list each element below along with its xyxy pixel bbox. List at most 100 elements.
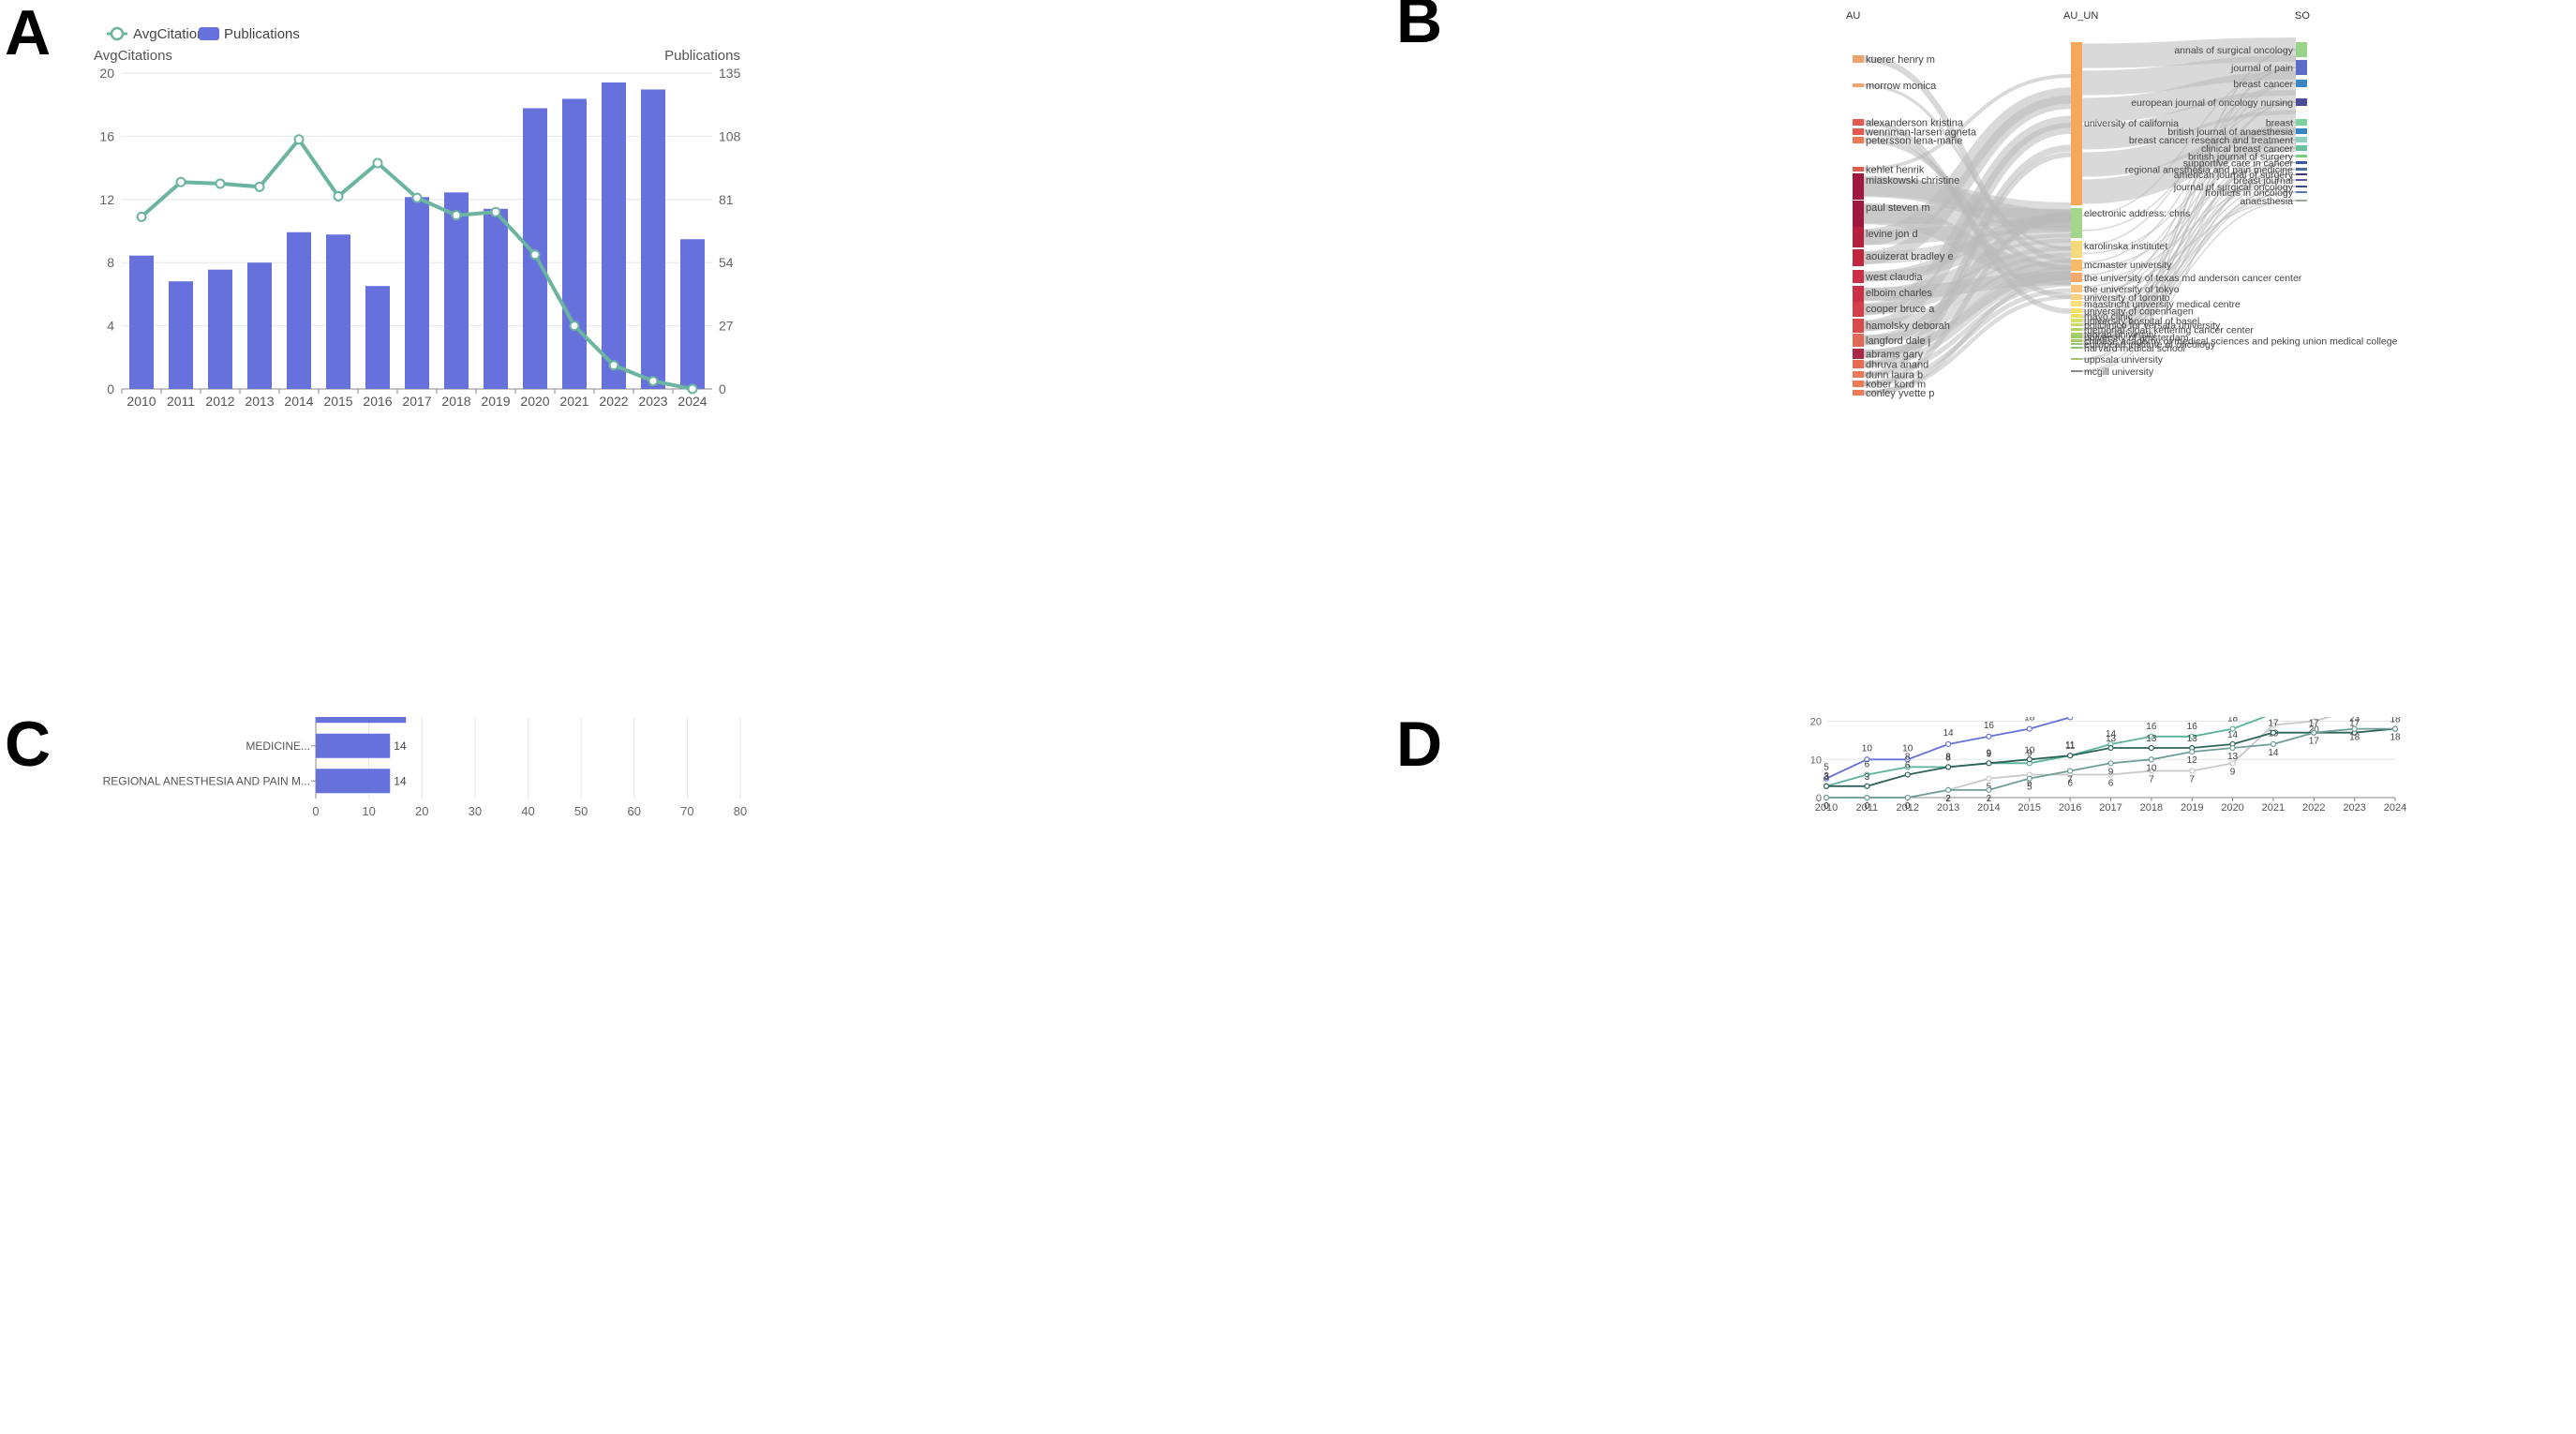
data-label: 3 [1824, 772, 1829, 783]
node-source [2296, 155, 2307, 157]
bar-journal [316, 769, 391, 794]
flow-author-university [1863, 294, 2072, 396]
bar-publications [680, 239, 705, 389]
x-tick-label: 2011 [1856, 802, 1879, 814]
node-author [1853, 201, 1864, 227]
node-source [2296, 200, 2307, 202]
node-label-university: uppsala university [2084, 354, 2164, 366]
flow-author-university [1863, 252, 2072, 331]
data-label: 7 [2149, 774, 2154, 784]
data-label: 10 [2146, 763, 2157, 773]
node-university [2071, 314, 2082, 318]
node-author [1853, 119, 1864, 126]
series-point [1986, 786, 1992, 793]
data-label: 18 [2349, 733, 2360, 743]
node-author [1853, 167, 1864, 172]
bar-journal [316, 717, 407, 724]
node-source [2296, 179, 2307, 181]
node-university [2071, 347, 2082, 349]
node-label-university: electronic address: chris [2084, 208, 2190, 219]
node-university [2071, 308, 2082, 313]
node-label-author: dhruva anand [1866, 360, 1928, 371]
flows-group [1863, 37, 2297, 396]
data-label: 10 [1862, 743, 1873, 754]
x-tick-label: 2013 [245, 394, 274, 409]
node-author [1853, 137, 1864, 143]
node-label-source: breast journal [2233, 175, 2293, 187]
data-label: 13 [2187, 734, 2198, 744]
left-tick-label: 16 [99, 128, 114, 143]
flow-author-university [1863, 123, 2072, 332]
x-tick-label: 2024 [678, 394, 707, 409]
bar-publications [444, 192, 469, 389]
data-label: 13 [2106, 734, 2117, 744]
node-university [2071, 285, 2082, 292]
node-label-author: levine jon d [1866, 229, 1918, 240]
series-point [2311, 718, 2317, 724]
bar-publications [641, 89, 665, 390]
node-source [2296, 168, 2307, 171]
left-tick-label: 20 [99, 66, 114, 81]
node-label-university: harvard medical school [2084, 343, 2185, 354]
node-author [1853, 390, 1864, 396]
bar-publications [129, 255, 154, 389]
panel-d-chart: DANNALS OF SURGICAL ONCOLOGYBREAST CANCE… [1396, 717, 2406, 814]
x-tick-label: 40 [521, 804, 534, 818]
x-tick-label: 2015 [2018, 802, 2041, 814]
bar-value-label: 14 [394, 739, 407, 753]
x-tick-label: 2015 [323, 394, 352, 409]
node-author [1853, 173, 1864, 200]
x-tick-label: 2023 [2343, 802, 2365, 814]
flow-university-source [2081, 101, 2297, 372]
node-university [2071, 358, 2082, 360]
data-label: 6 [2067, 779, 2073, 789]
node-label-university: maastricht university medical centre [2084, 299, 2241, 310]
data-label: 16 [2187, 722, 2198, 732]
data-label: 17 [2309, 737, 2320, 747]
node-label-author: kehlet henrik [1866, 165, 1925, 176]
x-tick-label: 2019 [481, 394, 510, 409]
panel-b-sankey: B AU AU_UN SO kuerer henry m morrow monica ale… [1396, 0, 2398, 399]
data-label: 2 [1945, 794, 1951, 804]
series-point [1944, 740, 1952, 748]
node-label-author: alexanderson kristina [1866, 118, 1964, 129]
node-label-author: miaskowski christine [1866, 175, 1959, 187]
flow-university-source [2081, 161, 2297, 316]
series-point [2107, 771, 2114, 778]
node-source [2296, 145, 2307, 151]
node-label-university: chinese academy of medical sciences and … [2084, 336, 2398, 348]
data-label: 0 [1824, 801, 1829, 812]
node-author [1853, 83, 1864, 87]
data-label: 6 [1865, 760, 1870, 770]
data-label: 18 [2024, 717, 2035, 724]
node-source [2296, 161, 2307, 164]
x-tick-label: 2024 [2384, 802, 2406, 814]
node-label-source: journal of pain [2230, 63, 2293, 74]
x-tick-label: 2012 [205, 394, 234, 409]
node-label-university: mcgill university [2084, 366, 2154, 378]
series-point [2067, 753, 2074, 759]
series-point [2067, 768, 2074, 774]
node-label-author: morrow monica [1866, 81, 1937, 92]
panel-c-chart: C01020304050607080ANNALS OF SURGICAL ONC… [5, 717, 747, 818]
series-point [1944, 786, 1952, 793]
series-point [2148, 744, 2154, 752]
node-label-source: supportive care in cancer [2183, 158, 2294, 170]
flow-university-source [2081, 70, 2297, 123]
legend-label-publications: Publications [224, 26, 300, 42]
x-tick-label: 2016 [363, 394, 392, 409]
node-label-university: karolinska institutet [2084, 241, 2167, 252]
data-label: 0 [1865, 801, 1870, 812]
flow-author-university [1863, 144, 2072, 368]
node-label-author: hamolsky deborah [1866, 321, 1950, 332]
series-point [2391, 725, 2399, 732]
flow-university-source [2081, 49, 2297, 346]
x-tick-label: 2010 [1815, 802, 1838, 814]
x-tick-label: 2022 [599, 394, 628, 409]
point-avgcitations [411, 192, 423, 203]
series-point [1986, 733, 1992, 739]
node-university [2071, 208, 2082, 238]
point-avgcitations [175, 176, 186, 187]
flow-author-university [1863, 95, 2072, 265]
x-tick-label: 80 [734, 804, 747, 818]
